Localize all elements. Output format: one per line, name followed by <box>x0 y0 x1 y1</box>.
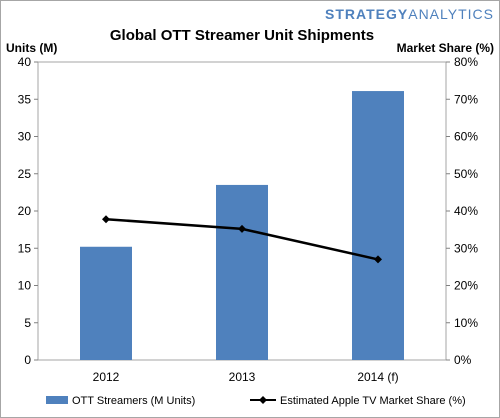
legend: OTT Streamers (M Units) Estimated Apple … <box>46 395 466 407</box>
x-axis: 2012 2013 2014 (f) <box>93 370 399 384</box>
bar-2 <box>352 91 404 361</box>
legend-label-line: Estimated Apple TV Market Share (%) <box>280 395 466 407</box>
y-tick-label-left: 20 <box>18 204 32 218</box>
y-axis-left: 0 5 10 15 20 25 30 35 40 <box>18 55 38 367</box>
bar-1 <box>216 184 268 360</box>
y-tick-label-right: 70% <box>454 92 478 106</box>
y-tick-label-left: 10 <box>18 279 32 293</box>
y-tick-label-left: 25 <box>18 167 32 181</box>
line-point-2 <box>374 255 382 264</box>
bar-0 <box>80 246 132 360</box>
y-tick-label-left: 30 <box>18 130 32 144</box>
y-tick-label-right: 40% <box>454 204 478 218</box>
y-tick-label-right: 20% <box>454 279 478 293</box>
y-tick-label-right: 80% <box>454 55 478 69</box>
brand-logo-part-a: STRATEGY <box>325 6 408 22</box>
y-axis-right: 0% 10% 20% 30% 40% 50% 60% 70% 80% <box>446 55 478 367</box>
line-point-0 <box>102 215 110 224</box>
y-tick-label-left: 15 <box>18 241 32 255</box>
y-tick-label-left: 5 <box>24 316 31 330</box>
brand-logo: STRATEGYANALYTICS <box>325 6 494 22</box>
y-tick-label-left: 0 <box>24 353 31 367</box>
brand-logo-part-b: ANALYTICS <box>408 6 494 22</box>
y-axis-title-left: Units (M) <box>6 41 57 55</box>
x-tick-label: 2014 (f) <box>357 370 398 384</box>
y-tick-label-left: 35 <box>18 92 32 106</box>
legend-swatch-bars <box>46 396 68 404</box>
legend-swatch-marker <box>259 396 267 404</box>
x-tick-label: 2012 <box>93 370 120 384</box>
line-point-1 <box>238 224 246 233</box>
y-tick-label-right: 60% <box>454 130 478 144</box>
y-tick-label-right: 50% <box>454 167 478 181</box>
y-tick-label-right: 0% <box>454 353 472 367</box>
bar-series <box>80 91 404 361</box>
x-tick-label: 2013 <box>229 370 256 384</box>
chart-title: Global OTT Streamer Unit Shipments <box>110 27 374 44</box>
y-tick-label-left: 40 <box>18 55 32 69</box>
y-tick-label-right: 10% <box>454 316 478 330</box>
y-tick-label-right: 30% <box>454 241 478 255</box>
line-series <box>102 215 382 264</box>
legend-label-bars: OTT Streamers (M Units) <box>72 395 195 407</box>
y-axis-title-right: Market Share (%) <box>397 41 494 55</box>
